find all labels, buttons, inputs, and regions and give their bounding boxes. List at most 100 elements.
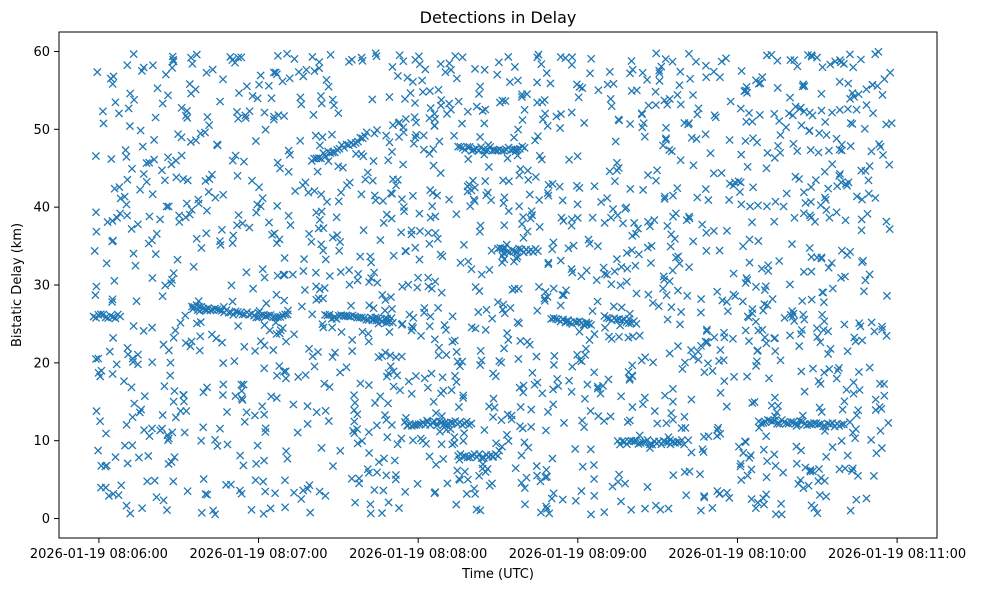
data-point	[668, 57, 677, 66]
data-point	[232, 107, 242, 116]
data-point	[655, 66, 664, 75]
data-point	[555, 182, 564, 191]
data-point	[510, 246, 519, 255]
data-point	[203, 490, 212, 499]
data-point	[699, 447, 708, 457]
data-point	[738, 297, 747, 306]
data-point	[686, 74, 695, 83]
data-point	[816, 338, 825, 347]
data-point	[513, 145, 522, 154]
data-point	[736, 459, 745, 468]
data-point	[233, 171, 242, 180]
data-point	[677, 435, 686, 445]
data-point	[170, 453, 179, 462]
data-point	[520, 105, 529, 114]
data-point	[401, 114, 410, 123]
data-point	[350, 429, 359, 438]
data-point	[323, 311, 332, 320]
data-point	[762, 202, 771, 211]
data-point	[578, 462, 587, 471]
data-point	[194, 302, 203, 311]
data-point	[687, 448, 696, 457]
data-point	[389, 367, 398, 376]
data-point	[577, 357, 586, 366]
data-point	[482, 191, 491, 200]
data-point	[754, 237, 763, 246]
data-point	[762, 490, 771, 499]
data-point	[865, 161, 874, 171]
data-point	[361, 175, 370, 184]
data-point	[498, 244, 507, 253]
data-point	[364, 381, 373, 390]
data-point	[371, 49, 380, 58]
data-point	[211, 435, 220, 444]
data-point	[744, 313, 753, 322]
data-point	[282, 49, 292, 58]
data-point	[282, 337, 291, 346]
data-point	[722, 402, 731, 411]
data-point	[670, 234, 679, 243]
data-point	[793, 420, 802, 429]
data-point	[233, 221, 242, 230]
data-point	[725, 493, 734, 502]
data-point	[692, 135, 701, 144]
data-point	[877, 444, 886, 453]
data-point	[857, 195, 867, 204]
data-point	[504, 335, 513, 344]
data-point	[89, 312, 98, 321]
data-point	[855, 319, 864, 328]
data-point	[488, 314, 497, 323]
data-point	[472, 102, 481, 111]
data-point	[181, 213, 190, 222]
data-point	[649, 358, 658, 367]
data-point	[445, 59, 454, 68]
data-point	[439, 454, 448, 464]
data-point	[746, 202, 755, 211]
data-point	[128, 413, 137, 422]
data-point	[815, 490, 824, 500]
data-point	[661, 438, 670, 447]
y-tick-label: 40	[33, 201, 50, 216]
data-point	[695, 470, 705, 479]
data-point	[880, 75, 889, 84]
data-point	[481, 177, 490, 186]
data-point	[552, 112, 561, 121]
chart-title: Detections in Delay	[420, 8, 577, 27]
data-point	[460, 429, 469, 438]
data-point	[795, 174, 804, 184]
data-point	[183, 487, 192, 496]
data-point	[445, 195, 454, 204]
data-point	[722, 297, 731, 306]
data-point	[306, 508, 315, 517]
data-point	[181, 111, 190, 120]
data-point	[667, 408, 676, 418]
data-point	[454, 142, 463, 151]
data-point	[544, 260, 553, 269]
data-point	[269, 112, 279, 121]
data-point	[493, 298, 502, 307]
data-point	[822, 205, 831, 215]
data-point	[213, 305, 222, 314]
data-point	[520, 438, 529, 447]
data-point	[462, 489, 471, 498]
data-point	[231, 392, 240, 401]
data-point	[775, 116, 784, 126]
data-point	[387, 304, 397, 313]
y-tick-label: 60	[33, 45, 50, 60]
data-point	[612, 255, 621, 264]
data-point	[673, 286, 682, 295]
data-point	[467, 419, 476, 428]
data-point	[780, 418, 789, 427]
data-point	[805, 243, 814, 253]
data-point	[782, 123, 791, 132]
data-point	[616, 497, 626, 506]
data-point	[376, 392, 385, 401]
data-point	[426, 213, 435, 222]
data-point	[773, 141, 783, 150]
data-point	[499, 146, 509, 155]
data-point	[748, 398, 757, 407]
data-point	[797, 325, 806, 335]
data-point	[279, 270, 288, 279]
data-point	[561, 54, 570, 63]
data-point	[701, 61, 710, 70]
